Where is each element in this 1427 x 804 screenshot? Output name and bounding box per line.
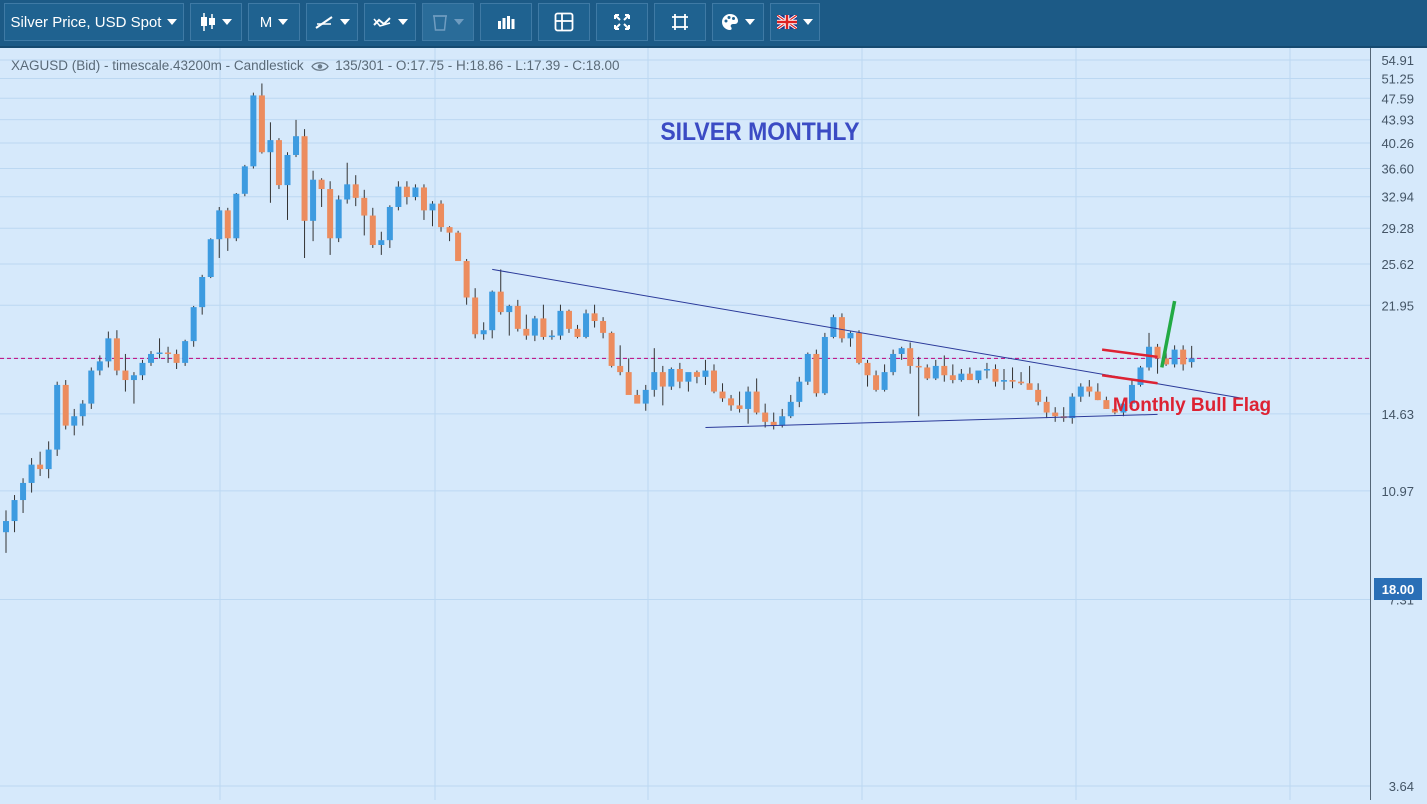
bar-chart-icon	[498, 16, 515, 29]
layout-button[interactable]	[538, 3, 590, 41]
instrument-label: Silver Price, USD Spot	[10, 13, 162, 31]
candlestick-icon	[201, 13, 215, 31]
chevron-down-icon	[222, 19, 232, 25]
instrument-selector[interactable]: Silver Price, USD Spot	[4, 3, 184, 41]
palette-icon	[722, 14, 738, 30]
eye-icon[interactable]	[311, 61, 330, 72]
chevron-down-icon	[167, 19, 178, 25]
chart-area[interactable]	[0, 48, 1370, 800]
delete-drawings-button[interactable]	[422, 3, 474, 41]
chevron-down-icon	[398, 19, 408, 25]
chevron-down-icon	[340, 19, 350, 25]
line-draw-icon	[315, 16, 333, 29]
theme-button[interactable]	[712, 3, 764, 41]
language-button[interactable]	[770, 3, 820, 41]
volume-button[interactable]	[480, 3, 532, 41]
fit-chart-button[interactable]	[654, 3, 706, 41]
fullscreen-button[interactable]	[596, 3, 648, 41]
chart-type-button[interactable]	[190, 3, 242, 41]
instrument-info: XAGUSD (Bid) - timescale.43200m - Candle…	[11, 58, 620, 73]
drawing-tools-button[interactable]	[306, 3, 358, 41]
chevron-down-icon	[745, 19, 755, 25]
chevron-down-icon	[454, 19, 464, 25]
uk-flag-icon	[777, 15, 797, 29]
trash-icon	[433, 15, 447, 31]
frame-icon	[672, 14, 688, 30]
fullscreen-icon	[614, 14, 630, 30]
indicators-icon	[373, 17, 391, 27]
chevron-down-icon	[278, 19, 289, 25]
toolbar: Silver Price, USD Spot M	[0, 0, 1427, 48]
current-price-tag: 18.00	[1374, 578, 1422, 600]
ohlc-info: 135/301 - O:17.75 - H:18.86 - L:17.39 - …	[335, 58, 620, 73]
symbol-info: XAGUSD (Bid) - timescale.43200m - Candle…	[11, 58, 304, 73]
price-axis[interactable]	[1370, 48, 1427, 800]
period-selector[interactable]: M	[248, 3, 300, 41]
crosshair-layout-icon	[554, 12, 574, 32]
period-label: M	[259, 13, 273, 31]
indicators-button[interactable]	[364, 3, 416, 41]
chevron-down-icon	[803, 19, 813, 25]
